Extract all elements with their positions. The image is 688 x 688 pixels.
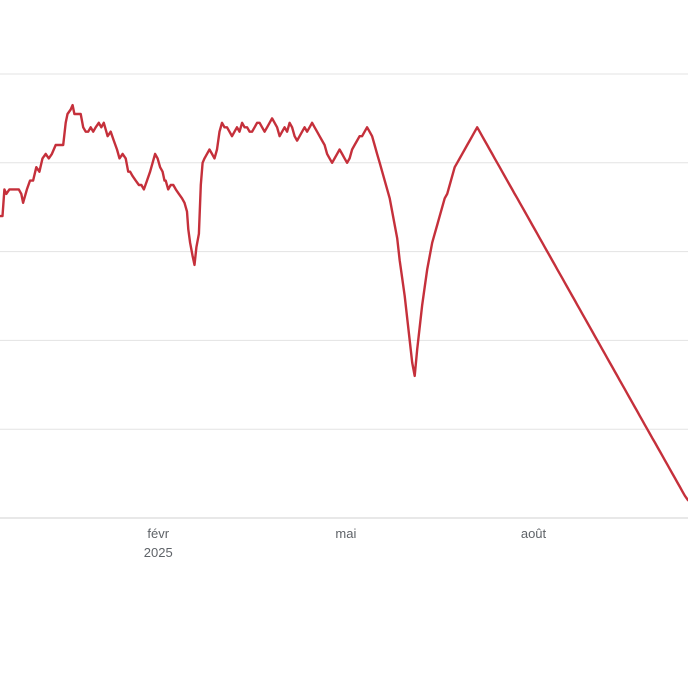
x-tick-label: mai (335, 526, 356, 541)
plot-area (0, 103, 688, 502)
series-line (0, 103, 688, 502)
x-tick-label: févr (147, 526, 169, 541)
x-tick-label: août (521, 526, 547, 541)
x-tick-year-label: 2025 (144, 545, 173, 560)
grid-lines (0, 73, 688, 519)
x-axis: févr 2025 mai août (144, 526, 547, 560)
